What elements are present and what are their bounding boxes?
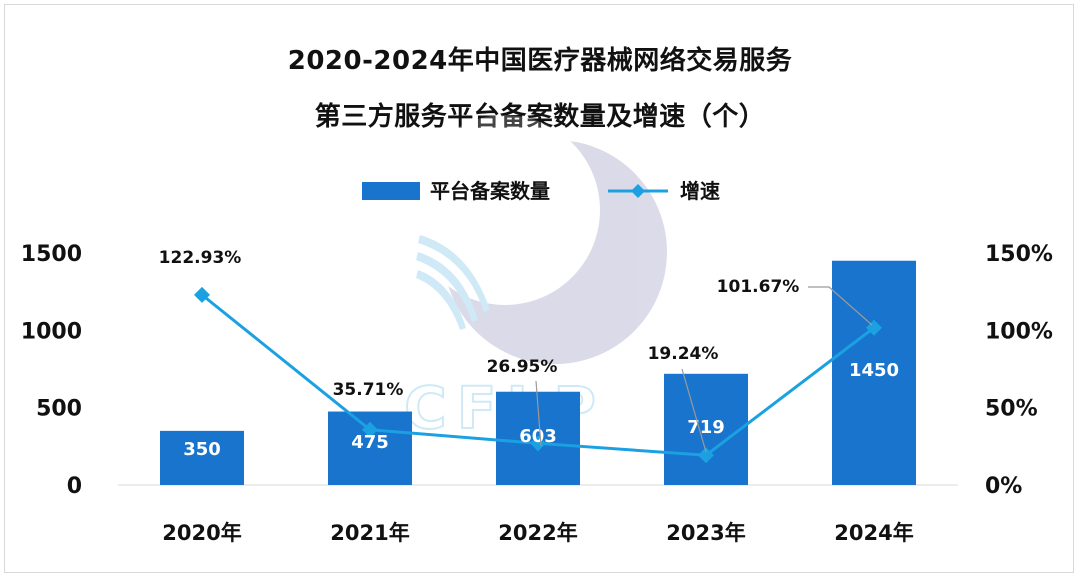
bar — [832, 260, 916, 485]
bar-value-label: 603 — [519, 426, 557, 447]
x-tick-label: 2020年 — [162, 521, 241, 545]
watermark-logo: CFLP — [403, 115, 667, 443]
line-marker — [194, 286, 210, 303]
legend-marker-diamond — [631, 184, 645, 198]
y-left-tick-label: 1000 — [21, 319, 82, 344]
y-right-tick-label: 150% — [985, 242, 1053, 267]
x-tick-label: 2023年 — [666, 521, 745, 545]
legend-label-line: 增速 — [680, 179, 720, 203]
y-right-tick-label: 100% — [985, 319, 1053, 344]
line-marker — [530, 435, 546, 452]
legend-swatch-bar — [362, 182, 420, 200]
chart-subtitle: 第三方服务平台备案数量及增速（个） — [314, 102, 766, 132]
bar — [160, 430, 244, 485]
y-left-tick-label: 0 — [67, 474, 82, 499]
x-tick-label: 2022年 — [498, 521, 577, 545]
line-value-label: 122.93% — [159, 248, 242, 268]
y-right-tick-label: 0% — [985, 474, 1022, 499]
bar-value-label: 719 — [687, 417, 725, 438]
line-value-label: 26.95% — [487, 357, 558, 377]
legend-label-bar: 平台备案数量 — [430, 179, 550, 203]
y-left-tick-label: 500 — [36, 397, 82, 422]
leader-line — [681, 368, 707, 453]
bar — [664, 373, 748, 485]
line-marker — [362, 421, 378, 438]
bar-value-label: 350 — [183, 439, 221, 460]
chart-frame — [4, 4, 1074, 573]
line-value-label: 19.24% — [648, 344, 719, 364]
line-value-label: 101.67% — [717, 277, 800, 297]
axes: 0 500 1000 1500 0% 50% 100% 150% 2020年 2021年 2022年… — [21, 242, 1053, 545]
x-tick-label: 2021年 — [330, 521, 409, 545]
y-right-tick-label: 50% — [985, 397, 1038, 422]
data-labels: 350 475 603 719 1450 122.93% 35.71% 26.95% 19.24… — [159, 248, 899, 460]
leader-line — [808, 286, 873, 326]
line-series — [194, 286, 882, 464]
x-tick-label: 2024年 — [834, 521, 913, 545]
bar-value-label: 1450 — [849, 360, 899, 381]
chart-title: 2020-2024年中国医疗器械网络交易服务 — [287, 46, 793, 76]
leader-line — [535, 380, 542, 447]
bar-value-label: 475 — [351, 432, 389, 453]
y-left-tick-label: 1500 — [21, 242, 82, 267]
line-marker — [698, 447, 714, 464]
chart-legend: 平台备案数量 增速 — [362, 179, 720, 203]
line-value-label: 35.71% — [333, 380, 404, 400]
